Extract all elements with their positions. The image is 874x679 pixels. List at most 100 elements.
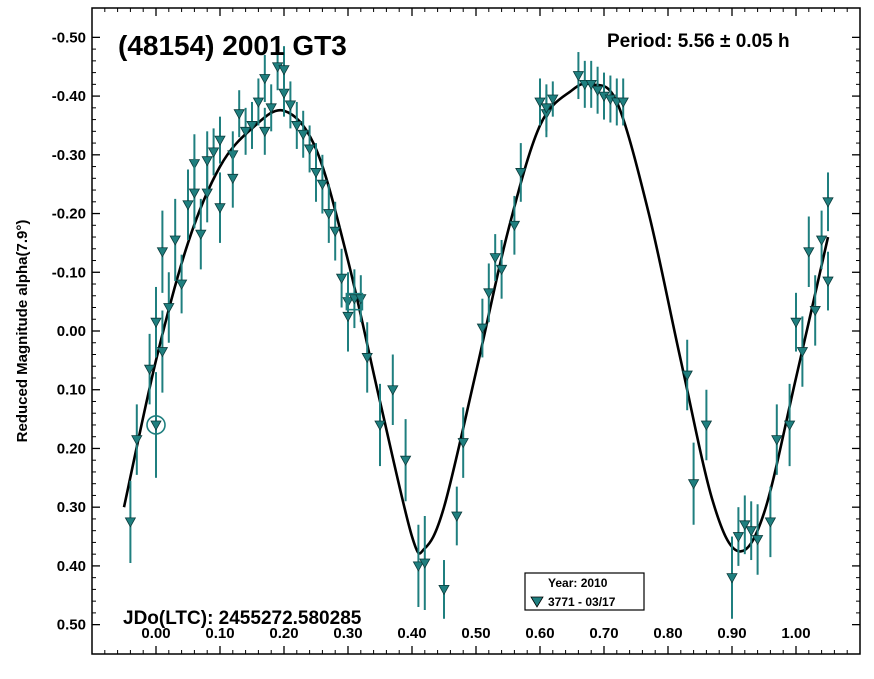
legend-marker [530,596,544,608]
data-point [540,103,553,114]
data-point [342,311,354,323]
y-tick-label: -0.40 [52,88,86,105]
data-point [297,129,309,141]
data-point [739,520,751,531]
data-point [195,229,207,240]
data-point [681,370,693,381]
data-point [489,253,501,264]
data-point [547,94,559,105]
data-point [419,558,431,569]
data-point [809,306,821,317]
data-point [751,535,764,546]
y-tick-label: 0.40 [57,558,86,575]
data-point [355,294,367,305]
data-points-layer [124,43,834,619]
data-point [771,435,783,446]
data-point [182,200,194,211]
data-point [207,147,220,158]
data-point [790,317,802,329]
data-point [438,585,450,596]
data-point [764,517,777,528]
data-point [246,121,258,132]
x-tick-label: 0.40 [397,625,426,642]
x-tick-label: 0.10 [205,625,234,642]
data-point [169,235,181,246]
data-point [252,97,265,108]
data-point [399,455,412,467]
data-point [156,247,169,258]
data-point [476,323,489,334]
y-axis-title: Reduced Magnitude alpha(7.9°) [14,220,31,443]
data-point [335,273,348,284]
data-point [591,85,604,97]
data-point [316,179,329,191]
jd-label: JDo(LTC): 2455272.580285 [123,608,362,629]
data-point [124,517,137,528]
data-point [175,279,188,290]
data-point [726,573,738,584]
data-point [412,561,425,572]
y-tick-label: 0.10 [57,382,86,399]
data-point [156,347,169,358]
data-point [265,103,277,114]
x-tick-label: 0.20 [269,625,298,642]
data-point [572,71,585,82]
data-point [700,420,713,431]
data-point [451,511,463,522]
data-point [188,188,201,199]
y-tick-label: 0.50 [57,617,86,634]
highlight-circle-marker [146,415,166,435]
data-point [259,126,271,138]
data-point [150,317,162,329]
data-point [585,79,597,91]
fit-curve-layer [122,82,830,555]
y-tick-label: -0.50 [52,29,86,46]
legend-entry: 3771 - 03/17 [548,595,616,609]
data-point [239,126,252,138]
data-point [259,74,271,85]
data-point [227,173,239,185]
x-tick-label: 1.00 [781,625,810,642]
data-point [163,303,175,314]
data-point [143,364,156,375]
data-point [291,121,303,132]
data-point [233,109,245,120]
data-point [214,203,226,214]
y-tick-label: -0.10 [52,264,86,281]
data-point [796,347,809,358]
fit-curve [122,82,830,555]
axis-ticks: -0.50 -0.40 -0.30 -0.20 -0.10 0.00 0.10 0.20 0.3… [52,8,861,654]
highlight-square-marker [345,292,364,311]
x-tick-label: 0.50 [461,625,490,642]
data-point [815,235,828,246]
legend-title: Year: 2010 [548,576,608,590]
data-point [303,144,316,155]
data-point [387,385,399,396]
data-point [329,226,341,237]
data-point [803,247,815,258]
chart-title: (48154) 2001 GT3 [118,30,347,61]
data-point [534,97,546,108]
y-tick-label: 0.30 [57,499,86,516]
x-tick-label: 0.70 [589,625,618,642]
x-tick-label: 0.60 [525,625,554,642]
data-point [745,526,757,537]
data-point [201,156,213,167]
period-label: Period: 5.56 ± 0.05 h [607,31,790,52]
data-point [457,438,469,449]
data-point [515,168,527,179]
data-point [508,220,521,232]
data-point [783,420,796,431]
data-point [617,97,629,108]
x-tick-label: 0.00 [141,625,170,642]
data-point [214,135,226,146]
data-point [278,65,290,76]
x-tick-label: 0.90 [717,625,746,642]
y-tick-label: 0.20 [57,440,86,457]
data-point [310,168,322,179]
plot-frame [91,7,861,655]
data-point [361,353,373,364]
x-tick-label: 0.30 [333,625,362,642]
data-point [201,188,213,199]
